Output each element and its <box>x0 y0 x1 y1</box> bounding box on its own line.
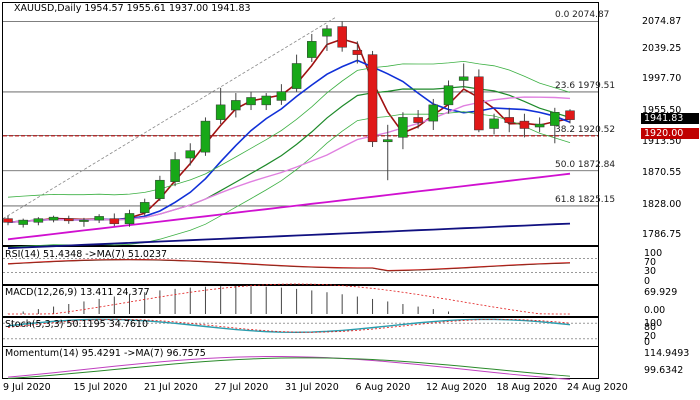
momentum-ma-line <box>7 357 571 379</box>
candle-body <box>139 202 150 213</box>
candle-body <box>474 76 484 131</box>
momentum-label: Momentum(14) 95.4291 ->MA(7) 96.7575 <box>5 348 206 359</box>
candle-body <box>428 104 439 122</box>
candle-body <box>337 26 347 48</box>
candle-body <box>261 95 271 106</box>
candle-body <box>231 100 241 111</box>
sub-axis-label: 20 <box>644 331 657 342</box>
ma-magenta-line <box>7 172 571 241</box>
candle-body <box>18 219 28 225</box>
date-tick-label: 31 Jul 2020 <box>285 382 339 393</box>
candle-body <box>307 41 317 58</box>
date-tick-label: 9 Jul 2020 <box>3 382 51 393</box>
date-tick-label: 12 Aug 2020 <box>426 382 487 393</box>
fib-label: 23.6 1979.51 <box>555 80 616 91</box>
sub-axis-label: 30 <box>644 266 657 277</box>
candle-body <box>413 117 423 123</box>
price-tick-label: 2074.87 <box>642 16 682 28</box>
candle-body <box>550 111 560 126</box>
panel-frame-0 <box>2 2 599 246</box>
candle-body <box>200 120 211 153</box>
sub-axis-label: 80 <box>644 322 657 333</box>
candle-body <box>534 123 545 128</box>
date-tick-label: 24 Aug 2020 <box>567 382 628 393</box>
candle-body <box>155 179 165 199</box>
candle-body <box>352 49 363 55</box>
candle-body <box>458 76 469 81</box>
candle-body <box>565 110 575 120</box>
ma-navy-line <box>7 222 571 250</box>
candle-body <box>185 150 196 159</box>
candle-body <box>48 216 59 221</box>
sub-axis-label: 100 <box>644 318 663 329</box>
panel-frame-2 <box>2 285 599 317</box>
symbol-header: XAUUSD,Daily 1954.57 1955.61 1937.00 194… <box>14 3 251 14</box>
candle-body <box>3 218 13 223</box>
date-tick-label: 27 Jul 2020 <box>214 382 269 393</box>
price-tick-label: 1913.50 <box>642 135 682 147</box>
candle-body <box>382 139 393 143</box>
sub-axis-label: 99.6342 <box>644 365 684 376</box>
candle-body <box>64 218 74 222</box>
date-tick-label: 18 Aug 2020 <box>496 382 558 393</box>
candle-body <box>109 218 120 225</box>
candle-body <box>443 85 454 106</box>
candles-layer <box>3 21 575 228</box>
sub-axis-label: 114.9493 <box>644 348 690 359</box>
rsi-label: RSI(14) 51.4348 ->MA(7) 51.0237 <box>5 249 168 260</box>
date-tick-label: 15 Jul 2020 <box>73 382 128 393</box>
price-tick-label: 2039.25 <box>642 42 682 54</box>
panel-frame-4 <box>2 346 599 379</box>
candle-body <box>215 104 226 120</box>
stoch-d-line <box>7 318 571 333</box>
sub-axis-label: 0.00 <box>644 305 666 316</box>
sub-axis-label: 0 <box>644 276 651 287</box>
stoch-label: Stoch(5,3,3) 50.1195 34.7610 <box>5 319 149 330</box>
rsi-ma-line <box>7 259 571 272</box>
candle-body <box>170 159 180 182</box>
panel-frame-1 <box>2 246 599 285</box>
fib-label: 61.8 1825.15 <box>555 194 616 205</box>
candle-body <box>124 213 135 225</box>
candle-body <box>246 97 256 106</box>
fib-label: 50.0 1872.84 <box>555 159 616 170</box>
level-badge: 1920.00 <box>641 128 699 139</box>
fib-label: 0.0 2074.87 <box>555 10 610 21</box>
candle-body <box>291 63 302 89</box>
candle-body <box>519 120 530 129</box>
candle-body <box>322 28 332 37</box>
candle-body <box>367 54 378 143</box>
sub-axis-label: 0 <box>644 337 651 348</box>
price-tick-label: 1828.00 <box>642 198 682 210</box>
candle-body <box>276 91 287 101</box>
date-tick-label: 6 Aug 2020 <box>355 382 411 393</box>
candle-body <box>33 218 44 223</box>
price-tick-label: 1870.55 <box>642 167 682 179</box>
current-price-badge: 1941.83 <box>641 113 699 124</box>
date-tick-label: 21 Jul 2020 <box>144 382 198 393</box>
momentum-line <box>7 356 571 380</box>
fib-label: 38.2 1920.52 <box>555 124 616 135</box>
candle-body <box>94 216 104 221</box>
sub-axis-label: 100 <box>644 248 663 259</box>
candle-body <box>398 117 408 138</box>
bollinger-upper-line <box>7 60 571 198</box>
sub-axis-label: 70 <box>644 257 657 268</box>
price-tick-label: 1955.50 <box>642 104 682 116</box>
macd-label: MACD(12,26,9) 13.411 24.377 <box>5 287 150 298</box>
candle-body <box>79 219 89 222</box>
sub-axis-label: 69.929 <box>644 287 678 298</box>
candle-body <box>489 118 499 129</box>
price-tick-label: 1997.70 <box>642 73 682 85</box>
candle-body <box>504 117 514 123</box>
price-tick-label: 1786.75 <box>642 229 682 241</box>
